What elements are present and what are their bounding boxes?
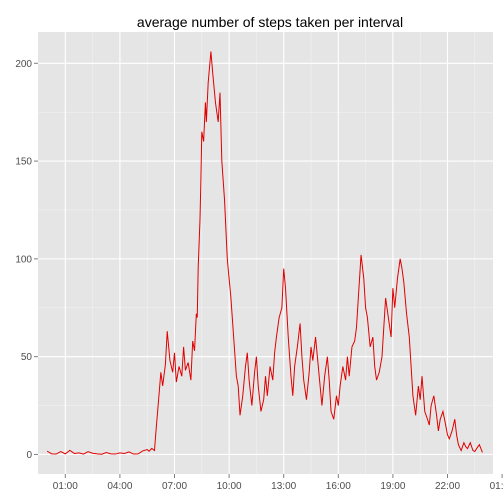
x-tick-label: 19:00 [380,481,405,492]
chart-title: average number of steps taken per interv… [137,14,403,30]
x-tick-label: 01:00 [490,481,504,492]
x-tick-label: 01:00 [53,481,78,492]
minor-gridlines [38,32,493,474]
series-line-steps [46,51,483,455]
y-tick-label: 50 [21,352,33,363]
x-tick-label: 07:00 [162,481,187,492]
y-axis: 0 50 100 150 200 [15,59,38,461]
y-tick-label: 150 [15,157,32,168]
x-tick-label: 22:00 [435,481,460,492]
x-tick-label: 10:00 [217,481,242,492]
x-tick-label: 04:00 [107,481,132,492]
y-tick-label: 200 [15,59,32,70]
x-tick-label: 13:00 [271,481,296,492]
x-tick-label: 16:00 [326,481,351,492]
y-tick-label: 0 [26,450,32,461]
y-tick-label: 100 [15,254,32,265]
x-axis: 01:00 04:00 07:00 10:00 13:00 16:00 19:00 22:00… [53,474,504,492]
